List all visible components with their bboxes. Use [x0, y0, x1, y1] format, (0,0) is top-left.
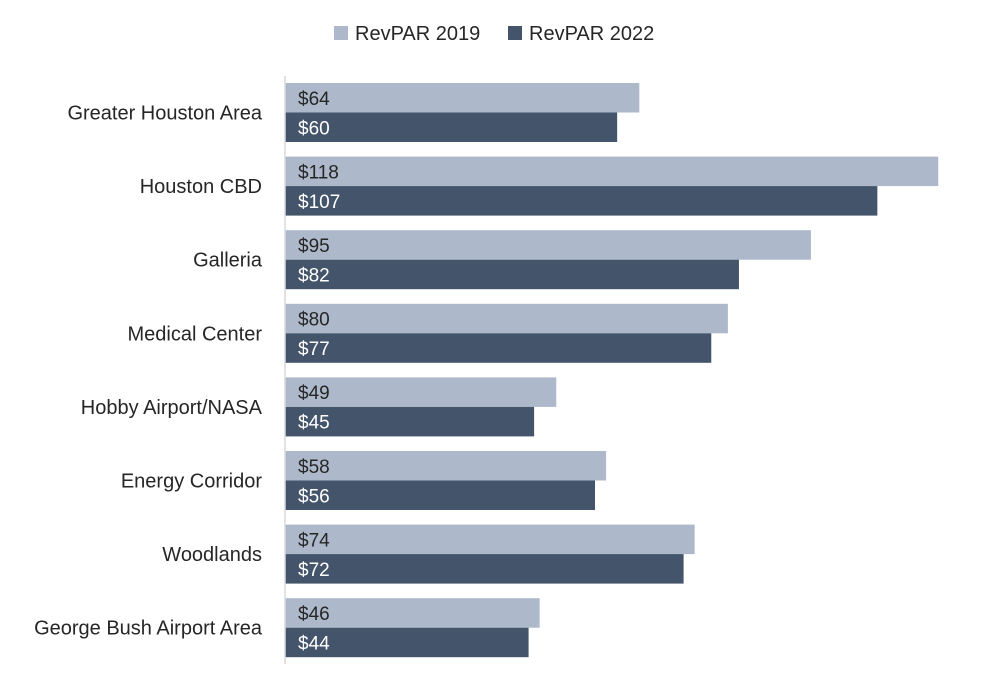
bar-2019 [285, 230, 811, 260]
data-label-2022: $77 [298, 339, 330, 360]
legend-label-1: RevPAR 2022 [529, 23, 654, 45]
data-label-2019: $95 [298, 236, 330, 257]
category-labels: Greater Houston Area Houston CBD Galleria M… [34, 103, 263, 640]
category-label: Greater Houston Area [67, 103, 262, 125]
data-labels: $64 $60 $118 $107 $95 $82 $80 $77 $49 $45 $58 $56 $7… [298, 89, 340, 655]
legend-swatch-1 [508, 26, 522, 40]
bar-series [285, 83, 939, 658]
bar-2022 [285, 406, 535, 437]
bar-2022 [285, 259, 739, 290]
bar-2019 [285, 377, 557, 407]
data-label-2019: $64 [298, 89, 330, 110]
legend-swatch-0 [334, 26, 348, 40]
data-label-2022: $72 [298, 560, 330, 581]
chart-legend: RevPAR 2019 RevPAR 2022 [334, 23, 654, 45]
bar-2022 [285, 333, 712, 363]
data-label-2022: $82 [298, 265, 330, 286]
data-label-2019: $46 [298, 604, 330, 625]
bar-2019 [285, 451, 607, 481]
bar-2022 [285, 627, 529, 658]
data-label-2022: $44 [298, 633, 330, 654]
data-label-2019: $49 [298, 383, 330, 404]
data-label-2019: $118 [298, 162, 339, 183]
data-label-2019: $58 [298, 457, 330, 478]
bar-2019 [285, 598, 540, 628]
bar-2019 [285, 83, 640, 113]
category-label: George Bush Airport Area [34, 618, 263, 640]
bar-2019 [285, 303, 728, 334]
data-label-2022: $60 [298, 118, 330, 139]
data-label-2019: $80 [298, 310, 330, 331]
category-label: Woodlands [162, 544, 262, 566]
bar-2022 [285, 186, 878, 216]
data-label-2019: $74 [298, 530, 330, 551]
bar-2019 [285, 156, 939, 187]
bar-2022 [285, 480, 596, 510]
data-label-2022: $56 [298, 486, 330, 507]
category-label: Galleria [193, 250, 263, 272]
bar-2019 [285, 524, 695, 555]
category-label: Energy Corridor [121, 471, 263, 493]
category-label: Medical Center [127, 323, 262, 345]
bar-2022 [285, 112, 618, 142]
legend-label-0: RevPAR 2019 [355, 23, 480, 45]
data-label-2022: $107 [298, 192, 340, 213]
data-label-2022: $45 [298, 413, 330, 434]
bar-2022 [285, 554, 684, 584]
category-label: Houston CBD [140, 176, 262, 198]
category-label: Hobby Airport/NASA [81, 397, 263, 419]
